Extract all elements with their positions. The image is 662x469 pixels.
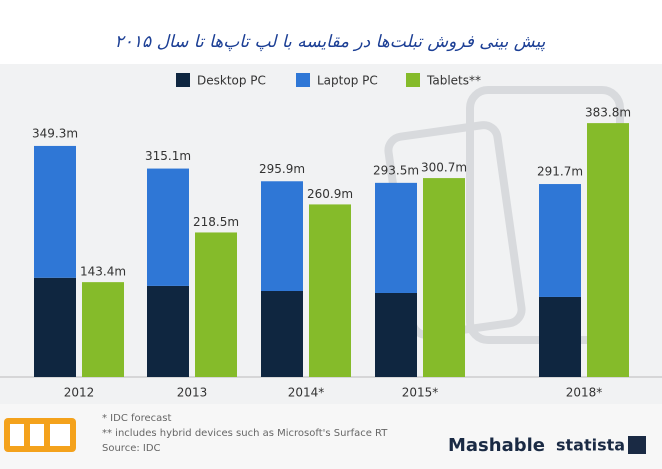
value-label: 300.7m — [421, 161, 467, 175]
value-label: 383.8m — [585, 106, 631, 120]
logo-shape — [10, 424, 24, 446]
chart-title: پیش بینی فروش تبلت‌ها در مقایسه با لپ تا… — [115, 32, 546, 52]
value-label: 291.7m — [537, 165, 583, 179]
value-label: 218.5m — [193, 215, 239, 229]
bar-segment — [147, 168, 189, 286]
value-label: 260.9m — [307, 187, 353, 201]
brand: statista — [556, 436, 625, 455]
x-tick-label: 2015* — [402, 386, 439, 400]
bar-segment — [539, 184, 581, 297]
legend-label: Desktop PC — [197, 74, 266, 88]
value-label: 295.9m — [259, 162, 305, 176]
bar-segment — [261, 181, 303, 292]
x-tick-label: 2018* — [566, 386, 603, 400]
legend-swatch — [176, 73, 190, 87]
bar-segment — [147, 285, 189, 377]
value-label: 293.5m — [373, 163, 419, 177]
bar — [195, 232, 237, 377]
legend-label: Tablets** — [426, 74, 481, 88]
x-tick-label: 2013 — [177, 386, 208, 400]
x-tick-label: 2014* — [288, 386, 325, 400]
corner-logo — [4, 418, 76, 452]
value-label: 143.4m — [80, 265, 126, 279]
footnote: ** includes hybrid devices such as Micro… — [102, 428, 388, 439]
brand: Mashable — [448, 435, 545, 456]
bar-segment — [261, 291, 303, 377]
bar — [423, 178, 465, 377]
footnote: * IDC forecast — [102, 413, 172, 424]
bar — [587, 123, 629, 377]
logo-shape — [50, 424, 70, 446]
value-label: 315.1m — [145, 149, 191, 163]
footnote: Source: IDC — [102, 443, 161, 454]
bar-segment — [34, 277, 76, 377]
bar-segment — [34, 145, 76, 278]
bar — [82, 282, 124, 377]
bar-segment — [375, 182, 417, 293]
legend-swatch — [296, 73, 310, 87]
x-tick-label: 2012 — [64, 386, 95, 400]
logo-shape — [30, 424, 44, 446]
bar — [309, 204, 351, 377]
bar-segment — [375, 292, 417, 377]
legend-label: Laptop PC — [317, 74, 378, 88]
bar-segment — [539, 296, 581, 377]
brand-icon — [628, 436, 646, 454]
legend-swatch — [406, 73, 420, 87]
footer-background — [0, 404, 662, 469]
value-label: 349.3m — [32, 126, 78, 140]
